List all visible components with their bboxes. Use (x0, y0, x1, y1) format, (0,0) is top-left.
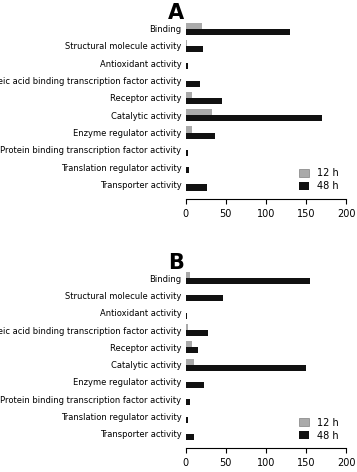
Bar (186, 150, 188, 156)
Bar (186, 399, 190, 405)
Legend: 12 h, 48 h: 12 h, 48 h (296, 415, 341, 444)
Bar (186, 46, 203, 52)
Bar (186, 98, 222, 104)
Text: B: B (168, 253, 184, 272)
Legend: 12 h, 48 h: 12 h, 48 h (296, 165, 341, 194)
Bar (186, 115, 322, 121)
Bar (186, 341, 192, 347)
Bar (186, 23, 202, 29)
Bar (186, 365, 306, 371)
Bar (186, 63, 188, 69)
Bar (186, 92, 192, 98)
Bar (186, 347, 198, 354)
Bar (186, 109, 212, 115)
Bar (186, 278, 310, 284)
Bar (186, 434, 194, 440)
Bar (186, 29, 290, 34)
Bar (186, 324, 188, 330)
Bar (186, 126, 192, 133)
Bar (186, 81, 200, 87)
Bar (186, 133, 215, 139)
Bar (186, 417, 188, 423)
Bar (186, 40, 187, 46)
Bar (186, 313, 187, 319)
Text: A: A (168, 3, 184, 23)
Bar (186, 382, 204, 388)
Bar (186, 359, 194, 365)
Bar (186, 272, 190, 278)
Bar (186, 330, 208, 336)
Bar (186, 167, 189, 173)
Bar (186, 185, 207, 191)
Bar (186, 295, 223, 302)
